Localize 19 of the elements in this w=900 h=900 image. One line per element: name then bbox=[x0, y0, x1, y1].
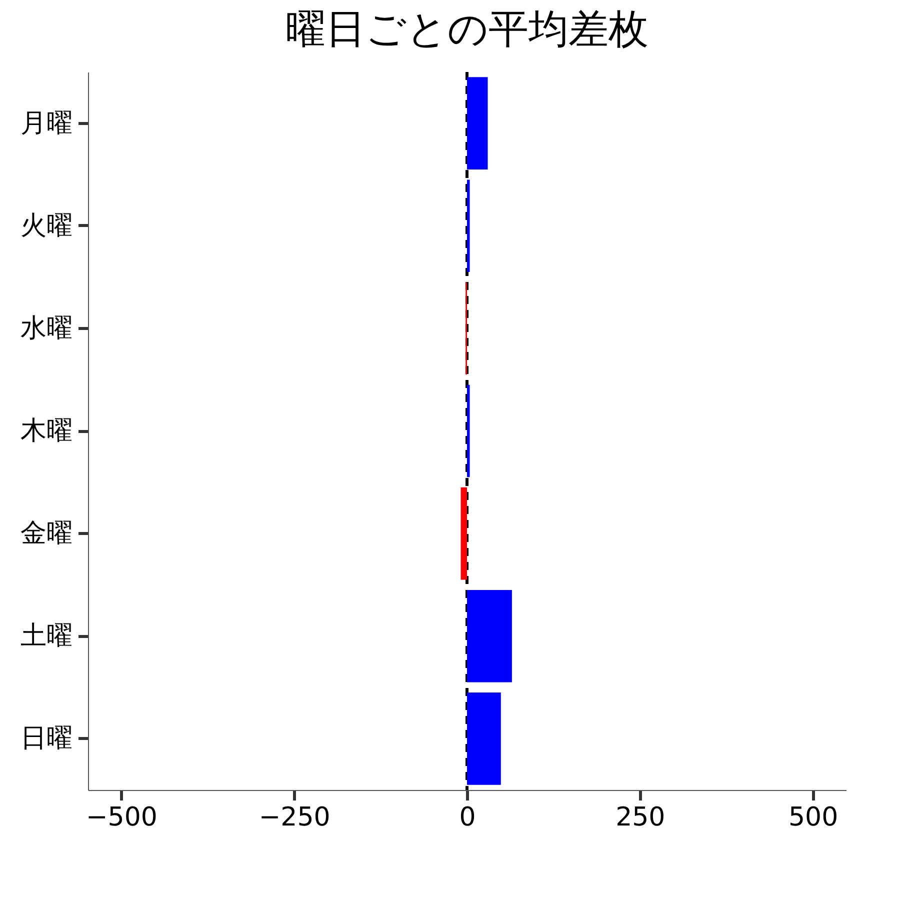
y-tick-label: 土曜 bbox=[20, 621, 72, 652]
y-tick-label: 金曜 bbox=[20, 518, 72, 549]
bar bbox=[460, 487, 467, 580]
y-tick-label: 月曜 bbox=[20, 108, 72, 138]
y-tick-label: 水曜 bbox=[20, 313, 72, 344]
y-tick-label: 木曜 bbox=[20, 416, 72, 446]
x-tick-label: −500 bbox=[86, 802, 158, 832]
x-tick-label: 0 bbox=[459, 802, 476, 832]
x-tick-label: 500 bbox=[788, 802, 838, 832]
x-tick-label: −250 bbox=[258, 802, 330, 832]
chart-title: 曜日ごとの平均差枚 bbox=[286, 6, 648, 52]
bar bbox=[467, 180, 470, 272]
y-tick-label: 日曜 bbox=[20, 724, 72, 754]
bar bbox=[467, 590, 512, 682]
x-tick-label: 250 bbox=[616, 802, 666, 832]
bar bbox=[467, 692, 501, 785]
y-tick-label: 火曜 bbox=[20, 210, 72, 241]
bar bbox=[467, 384, 470, 478]
bar bbox=[467, 77, 488, 170]
